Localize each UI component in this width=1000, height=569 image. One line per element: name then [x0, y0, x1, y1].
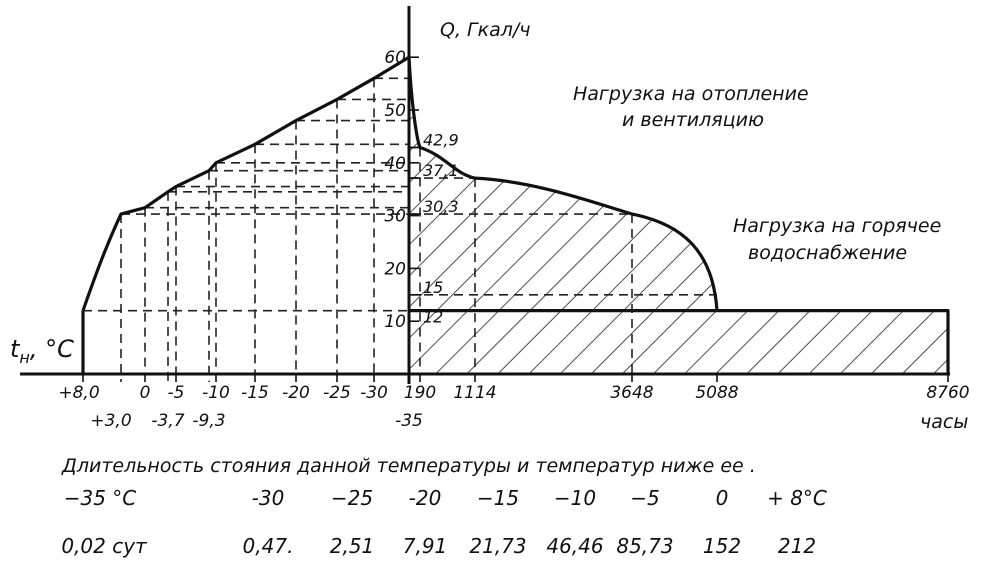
duration-table-value: 2,51 — [330, 534, 375, 558]
heating-series-label-line-1: Нагрузка на отопление — [573, 83, 809, 105]
duration-table-temperature: −10 — [554, 486, 596, 510]
duration-table-value: 7,91 — [403, 534, 448, 558]
duration-table-temperature: −35 °C — [64, 486, 137, 510]
y-tick-label: 50 — [384, 101, 406, 121]
temperature-tick-label: -5 — [168, 383, 185, 403]
hour-tick-label: 1114 — [453, 383, 496, 403]
annotation-value: 37,1 — [423, 161, 459, 180]
hour-tick-label: 8760 — [926, 383, 969, 403]
temperature-tick-label: -25 — [323, 383, 351, 403]
temperature-axis-label-sub: н — [19, 348, 29, 367]
hot-water-load-line — [409, 309, 950, 374]
hours-unit-label: часы — [920, 411, 968, 433]
x-axis-ticks: +8,0 0 -5 -10 -15 -20 -25 -30 +3,0 -3,7 -9,3 -35 190… — [58, 374, 970, 431]
duration-table-temperatures: −35 °C -30 −25 -20 −15 −10 −5 0 + 8°C — [64, 486, 827, 510]
y-tick-label: 20 — [384, 259, 406, 279]
duration-table-title: Длительность стояния данной температуры … — [61, 455, 756, 477]
y-tick-label: 10 — [384, 312, 406, 332]
duration-table-value: 46,46 — [546, 534, 603, 558]
y-tick-label: 60 — [384, 48, 406, 68]
duration-table-temperature: 0 — [716, 486, 729, 510]
duration-table-value: 152 — [703, 534, 741, 558]
temperature-tick-label: -20 — [282, 383, 310, 403]
annotation-value: 42,9 — [423, 130, 459, 149]
annotation-value: 12 — [423, 308, 443, 327]
duration-table-temperature: + 8°C — [767, 486, 827, 510]
duration-table-value: 21,73 — [469, 534, 526, 558]
annotation-value: 15 — [423, 278, 443, 297]
temperature-tick-label-lower: +3,0 — [90, 411, 131, 431]
hour-tick-label: 5088 — [695, 383, 738, 403]
duration-table-value: 0,47. — [243, 534, 294, 558]
heating-series-label-line-2: и вентиляцию — [622, 109, 764, 131]
duration-table: Длительность стояния данной температуры … — [61, 455, 827, 558]
dashed-guide-lines — [83, 77, 717, 382]
y-tick-label: 30 — [384, 207, 406, 227]
duration-table-value: 85,73 — [616, 534, 673, 558]
heating-load-area — [409, 57, 717, 311]
temperature-tick-label: -30 — [360, 383, 388, 403]
duration-table-temperature: −25 — [331, 486, 373, 510]
temperature-tick-label: +8,0 — [58, 383, 99, 403]
temperature-tick-label: -15 — [241, 383, 269, 403]
duration-table-temperature: -20 — [409, 486, 442, 510]
duration-table-value: 212 — [778, 534, 816, 558]
hot-water-series-label: Нагрузка на горячее водоснабжение — [733, 215, 941, 264]
heating-series-label: Нагрузка на отопление и вентиляцию — [573, 83, 809, 131]
hour-tick-label: 190 — [404, 383, 436, 403]
temperature-tick-label: -10 — [202, 383, 230, 403]
duration-table-temperature: -30 — [252, 486, 285, 510]
y-axis-label: Q, Гкал/ч — [440, 19, 531, 41]
value-annotations: 42,9 37,1 30,3 15 12 — [409, 130, 459, 327]
hot-water-load-area — [409, 310, 948, 374]
temperature-axis-label-unit: , °C — [30, 335, 74, 363]
temperature-load-curve — [81, 55, 410, 312]
hour-tick-label: 3648 — [610, 383, 653, 403]
temperature-tick-label-lower: -35 — [395, 411, 423, 431]
y-axis-ticks: 10 20 30 40 50 60 — [384, 48, 419, 332]
y-tick-label: 40 — [384, 154, 406, 174]
duration-table-value: 0,02 сут — [61, 534, 148, 558]
hot-water-series-label-line-2: водоснабжение — [748, 242, 907, 264]
temperature-tick-label-lower: -3,7 — [151, 411, 184, 431]
heating-load-curve — [407, 57, 719, 311]
duration-table-temperature: −15 — [477, 486, 519, 510]
load-curves — [81, 55, 950, 374]
hot-water-series-label-line-1: Нагрузка на горячее — [733, 215, 941, 237]
annotation-value: 30,3 — [423, 197, 459, 216]
temperature-tick-label: 0 — [140, 383, 151, 403]
temperature-tick-label-lower: -9,3 — [192, 411, 225, 431]
duration-table-durations: 0,02 сут 0,47. 2,51 7,91 21,73 46,46 85,73 152 2… — [61, 534, 816, 558]
hatched-load-areas — [409, 57, 948, 374]
duration-table-temperature: −5 — [630, 486, 659, 510]
temperature-axis-label: tн, °C — [10, 335, 74, 367]
